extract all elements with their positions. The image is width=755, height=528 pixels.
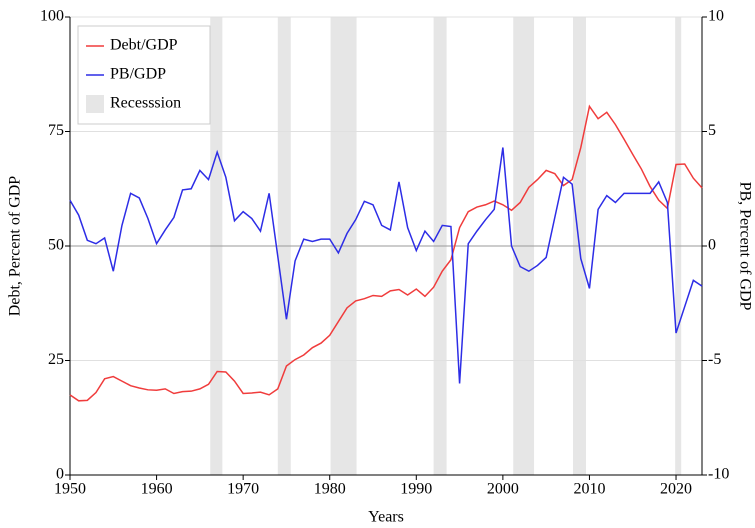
legend-label: PB/GDP <box>110 66 166 83</box>
x-tick-label: 1980 <box>314 481 346 498</box>
y-tick-label: 0 <box>56 466 64 483</box>
legend-label: Recesssion <box>110 95 181 112</box>
data-line <box>69 104 703 402</box>
y2-tick-label: 0 <box>708 237 716 254</box>
y2-tick-label: 10 <box>708 8 724 25</box>
legend-swatch <box>86 95 104 113</box>
x-tick-label: 2000 <box>487 481 519 498</box>
legend-label: Debt/GDP <box>110 37 178 54</box>
y-tick-label: 25 <box>48 351 64 368</box>
x-tick-label: 2010 <box>573 481 605 498</box>
y-tick-label: 75 <box>48 122 64 139</box>
x-tick-label: 1990 <box>400 481 432 498</box>
x-tick-label: 1960 <box>141 481 173 498</box>
y2-tick-label: -10 <box>708 466 729 483</box>
y-tick-label: 100 <box>40 8 64 25</box>
y-axis-label: Debt, Percent of GDP <box>7 176 24 317</box>
x-tick-label: 1970 <box>227 481 259 498</box>
y2-tick-label: -5 <box>708 351 721 368</box>
y-tick-label: 50 <box>48 237 64 254</box>
y2-tick-label: 5 <box>708 122 716 139</box>
y2-axis-label: PB, Percent of GDP <box>736 182 753 311</box>
x-tick-label: 2020 <box>660 481 692 498</box>
data-line <box>69 147 703 384</box>
x-tick-label: 1950 <box>54 481 86 498</box>
x-axis-label: Years <box>368 509 404 526</box>
